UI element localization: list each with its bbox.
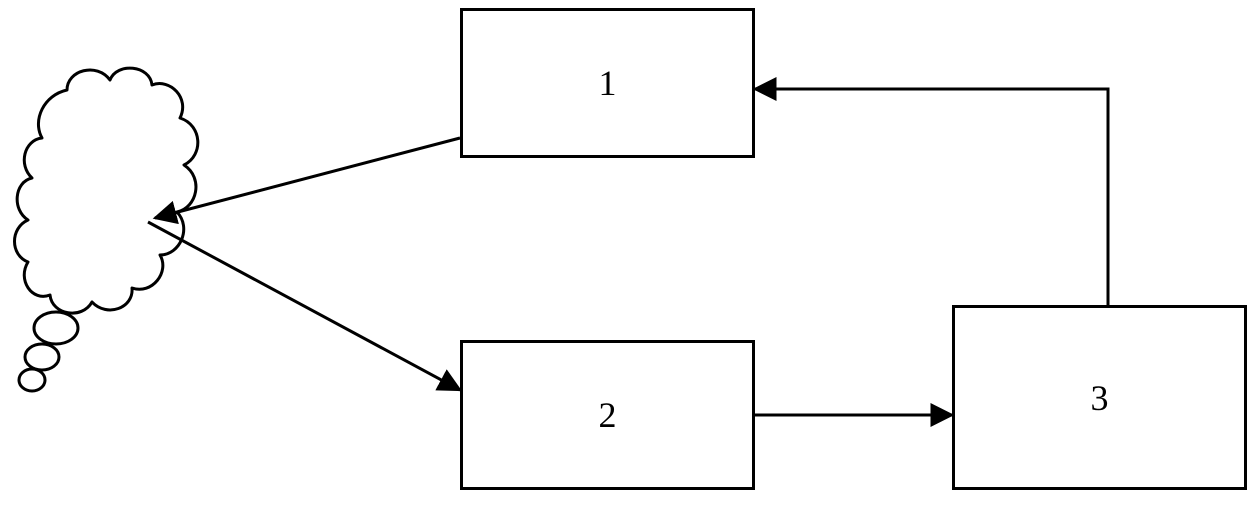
node-box-1: 1 [460, 8, 755, 158]
edge-box3-to-box1 [755, 89, 1108, 305]
node-label: 3 [1091, 377, 1109, 419]
node-label: 2 [599, 394, 617, 436]
cloud-node [12, 50, 212, 400]
diagram-stage: 1 2 3 [0, 0, 1248, 507]
node-label: 1 [599, 62, 617, 104]
node-box-3: 3 [952, 305, 1247, 490]
node-box-2: 2 [460, 340, 755, 490]
